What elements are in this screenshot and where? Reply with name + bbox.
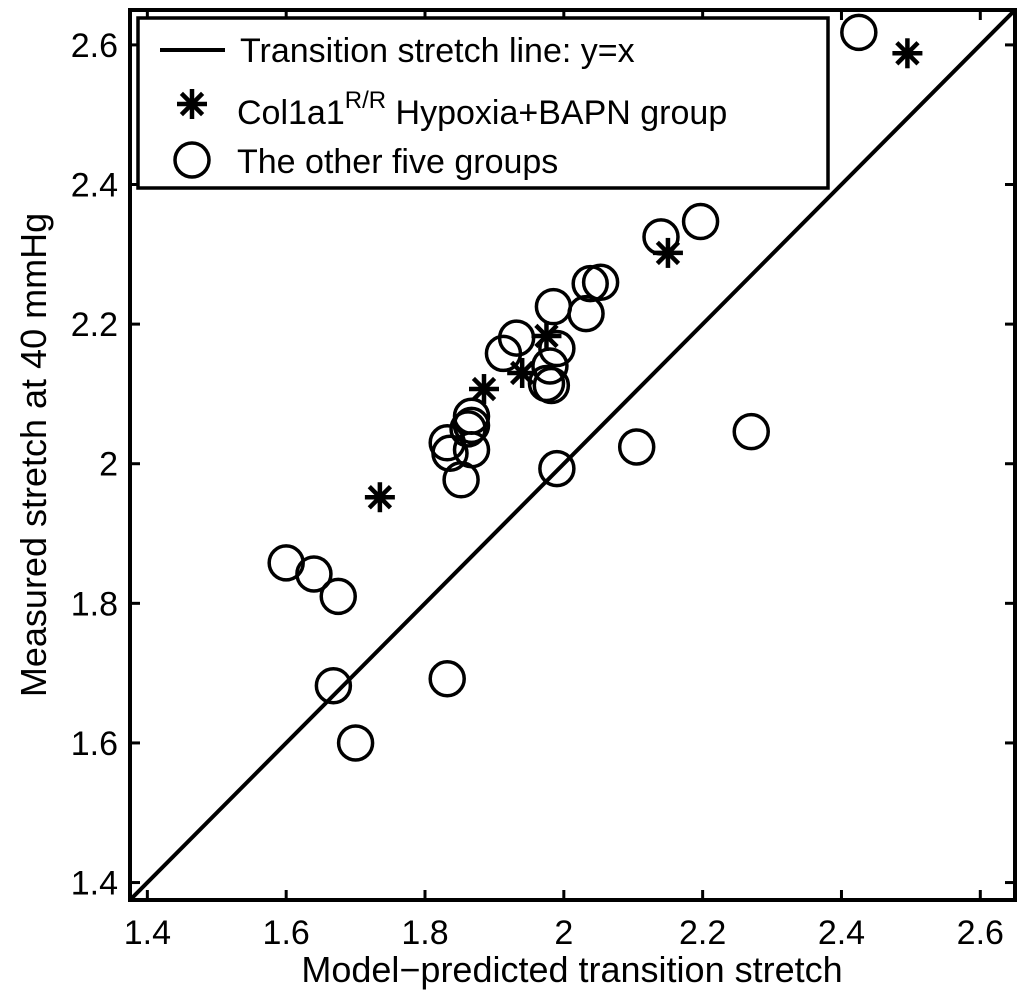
circle-point	[452, 431, 491, 469]
plot-frame	[128, 8, 1017, 902]
x-axis-title: Model−predicted transition stretch	[301, 949, 842, 990]
legend-star-label: Col1a1R/R Hypoxia+BAPN group	[237, 87, 727, 132]
star-stroke	[534, 323, 559, 349]
circle-point	[531, 347, 569, 385]
x-tick-label: 2.4	[818, 914, 865, 952]
legend-star-label-rest: Hypoxia+BAPN group	[386, 94, 727, 132]
x-tick-label: 1.8	[401, 914, 448, 952]
y-tick-label: 2.2	[71, 306, 118, 344]
star-point	[892, 38, 923, 69]
x-tick-label: 1.4	[124, 914, 171, 952]
y-tick-label: 2	[99, 446, 118, 484]
circle-point	[538, 329, 576, 368]
star-point	[364, 482, 395, 513]
legend-line-label: Transition stretch line: y=x	[240, 32, 635, 70]
y-tick-label: 2.6	[71, 27, 118, 65]
circle-point	[428, 659, 466, 698]
circle-point	[538, 449, 576, 488]
star-stroke	[179, 91, 205, 117]
circle-point	[617, 428, 656, 466]
legend-star-label-main: Col1a1	[237, 94, 345, 132]
circle-point	[581, 263, 620, 301]
circle-point	[571, 264, 609, 303]
circle-point	[314, 666, 353, 705]
legend-circle-label: The other five groups	[237, 143, 558, 181]
x-tick-label: 1.6	[263, 914, 310, 952]
star-point	[531, 320, 562, 351]
star-stroke	[655, 240, 681, 266]
star-stroke	[509, 360, 535, 386]
circle-point	[567, 294, 605, 333]
circle-point	[732, 412, 770, 451]
y-axis-title: Measured stretch at 40 mmHg	[13, 213, 54, 697]
x-tick-label: 2.2	[679, 914, 726, 952]
circle-point	[319, 577, 357, 616]
star-stroke	[895, 41, 920, 66]
x-tick-label: 2.6	[957, 914, 1004, 952]
circle-point	[336, 724, 375, 762]
star-stroke	[367, 485, 393, 510]
legend-star-marker	[177, 89, 207, 119]
circle-point	[681, 202, 720, 241]
y-tick-label: 1.8	[71, 585, 118, 623]
legend-circle-marker	[173, 141, 211, 179]
circle-point	[532, 366, 571, 405]
star-point	[652, 237, 683, 268]
legend-box	[136, 16, 830, 190]
star-point	[469, 374, 499, 405]
circle-point	[452, 406, 491, 445]
star-point	[507, 357, 538, 388]
y-tick-label: 1.6	[71, 725, 118, 763]
legend-star-label-sup: R/R	[345, 87, 386, 114]
legend-star-glyph	[177, 89, 207, 119]
star-stroke	[471, 376, 497, 402]
data-layer	[130, 10, 1015, 900]
legend: Transition stretch line: y=x Col1a1R/R H…	[136, 16, 830, 190]
circle-point	[431, 434, 469, 473]
y-tick-label: 2.4	[71, 167, 118, 205]
identity-line	[130, 10, 1015, 900]
y-tick-label: 1.4	[71, 865, 118, 903]
circle-point	[840, 13, 878, 52]
y-axis: 1.4 1.6 1.8 2 2.2 2.4 2.6	[71, 27, 1015, 903]
circle-point	[295, 555, 333, 593]
x-tick-label: 2	[554, 914, 573, 952]
